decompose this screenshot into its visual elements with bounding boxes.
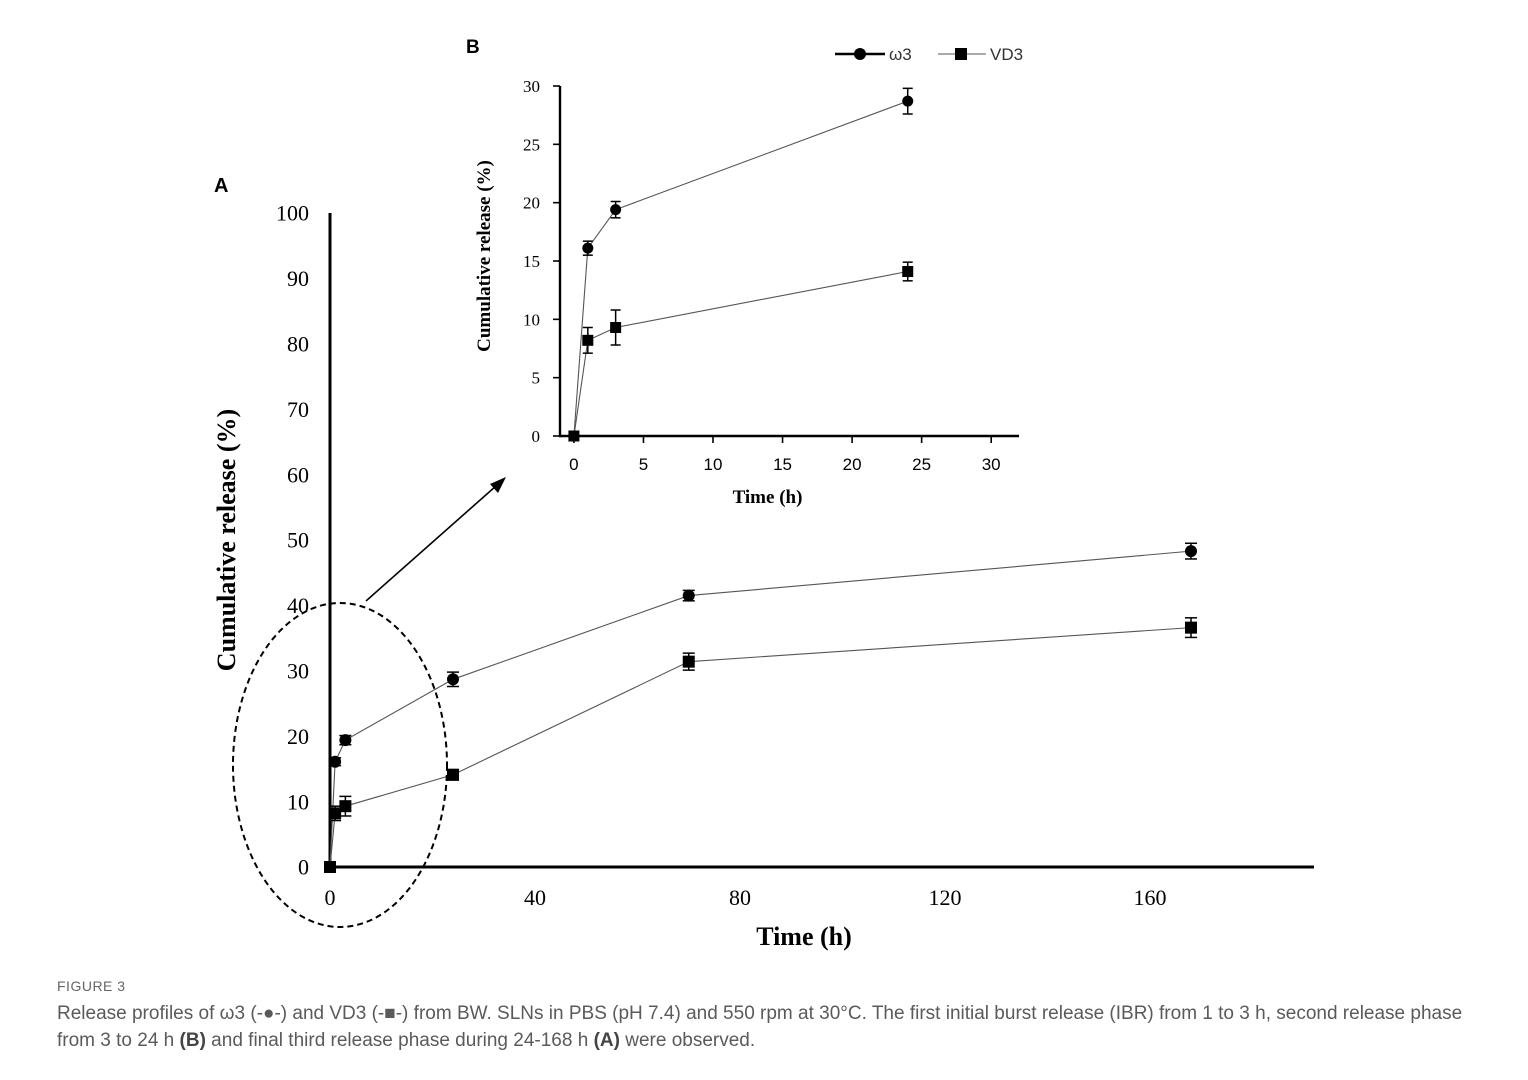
series-line-vd3 (329, 627, 1192, 868)
x-tick-label: 5 (639, 455, 648, 474)
y-tick-label: 0 (298, 855, 309, 880)
data-point-omega3 (582, 242, 594, 254)
caption-label: FIGURE 3 (57, 978, 126, 994)
x-tick-label: 15 (773, 455, 792, 474)
panel-label: A (214, 175, 228, 197)
x-axis-label: Time (h) (756, 922, 852, 951)
y-tick-label: 30 (523, 77, 540, 96)
y-axis-label: Cumulative release (%) (212, 409, 241, 671)
figure-caption: FIGURE 3 Release profiles of ω3 (-●-) an… (57, 978, 1477, 1054)
data-point-vd3 (902, 266, 914, 277)
caption-part-1: Release profiles of ω3 (-●-) and VD3 (-■… (57, 1003, 1463, 1051)
series-line-omega3 (329, 550, 1192, 868)
y-tick-label: 20 (523, 194, 540, 213)
x-tick-label: 25 (912, 455, 931, 474)
data-point-omega3 (447, 673, 459, 686)
zoom-arrow-head (490, 477, 506, 493)
caption-part-3: were observed. (619, 1030, 756, 1051)
panel-label: B (466, 37, 480, 58)
y-tick-label: 70 (287, 397, 309, 422)
panel-b-inset-chart: 0 5 10 15 20 25 30 0 5 10 15 20 25 30 Time (h) Cumulati… (466, 37, 1023, 508)
x-axis-label: Time (h) (733, 487, 803, 508)
x-tick-label: 10 (704, 455, 723, 474)
x-tick-label: 40 (524, 885, 546, 910)
x-tick-label: 160 (1134, 885, 1167, 910)
legend-marker-vd3 (955, 48, 967, 60)
data-point-vd3 (329, 807, 342, 820)
y-tick-label: 15 (523, 252, 540, 271)
y-tick-label: 10 (523, 310, 540, 329)
y-tick-label: 60 (287, 462, 309, 487)
y-tick-label: 5 (532, 369, 541, 388)
data-point-vd3 (610, 322, 622, 333)
data-point-omega3 (329, 755, 342, 768)
y-tick-label: 30 (287, 659, 309, 684)
caption-text: Release profiles of ω3 (-●-) and VD3 (-■… (57, 1000, 1477, 1054)
data-point-vd3 (324, 861, 336, 873)
data-point-vd3 (339, 800, 352, 813)
legend-marker-omega3 (854, 48, 866, 60)
data-point-omega3 (1185, 545, 1197, 558)
data-point-vd3 (582, 334, 594, 346)
y-tick-label: 25 (523, 135, 540, 154)
zoom-region-ellipse (232, 602, 448, 928)
y-tick-label: 100 (276, 201, 309, 226)
data-point-omega3 (339, 734, 352, 747)
caption-part-2: and final third release phase during 24-… (205, 1030, 594, 1051)
zoom-arrow-line (365, 485, 497, 602)
legend-label: ω3 (889, 45, 912, 64)
x-tick-label: 30 (982, 455, 1001, 474)
y-axis-label: Cumulative release (%) (474, 160, 495, 352)
data-point-vd3 (568, 430, 580, 442)
y-tick-label: 20 (287, 724, 309, 749)
x-tick-label: 80 (729, 885, 751, 910)
y-tick-label: 0 (532, 427, 541, 446)
caption-bold-a: (A) (593, 1030, 620, 1051)
series-line-omega3 (573, 100, 908, 437)
x-tick-label: 120 (929, 885, 962, 910)
x-tick-label: 0 (569, 455, 578, 474)
zoom-annotation (232, 477, 506, 928)
y-tick-label: 10 (287, 789, 309, 814)
data-point-omega3 (902, 95, 914, 107)
data-point-omega3 (610, 204, 622, 216)
data-point-vd3 (682, 655, 695, 668)
series-line-vd3 (573, 270, 908, 437)
legend-label: VD3 (990, 45, 1023, 64)
data-point-omega3 (682, 589, 695, 602)
x-tick-label: 20 (843, 455, 862, 474)
y-tick-label: 40 (287, 593, 309, 618)
y-tick-label: 50 (287, 528, 309, 553)
x-tick-label: 0 (325, 885, 336, 910)
caption-bold-b: (B) (179, 1030, 206, 1051)
data-point-vd3 (447, 768, 459, 781)
legend: ω3 VD3 (835, 45, 1023, 64)
y-tick-label: 80 (287, 332, 309, 357)
y-tick-label: 90 (287, 266, 309, 291)
data-point-vd3 (1185, 621, 1197, 634)
